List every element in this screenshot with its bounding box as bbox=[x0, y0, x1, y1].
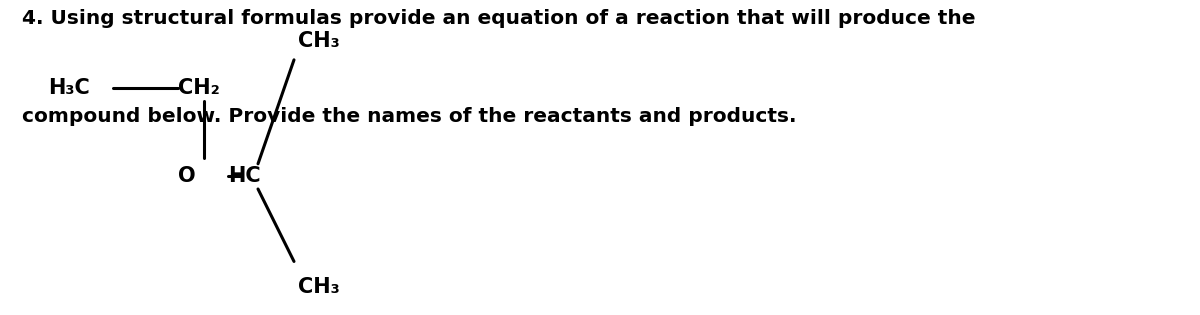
Text: HC: HC bbox=[228, 166, 260, 186]
Text: compound below. Provide the names of the reactants and products.: compound below. Provide the names of the… bbox=[22, 107, 796, 126]
Text: CH₂: CH₂ bbox=[178, 78, 220, 98]
Text: H₃C: H₃C bbox=[48, 78, 90, 98]
Text: O: O bbox=[178, 166, 196, 186]
Text: 4. Using structural formulas provide an equation of a reaction that will produce: 4. Using structural formulas provide an … bbox=[22, 9, 976, 28]
Text: CH₃: CH₃ bbox=[298, 277, 340, 297]
Text: CH₃: CH₃ bbox=[298, 31, 340, 51]
